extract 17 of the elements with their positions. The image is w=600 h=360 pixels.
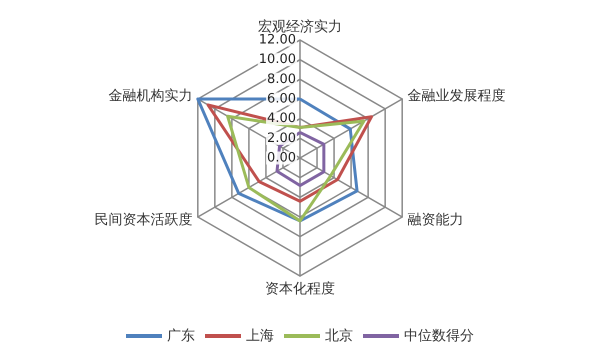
- spoke-label: 民间资本活跃度: [94, 212, 193, 228]
- y-tick-label: 8.00: [267, 72, 296, 87]
- spoke-label: 金融业发展程度: [407, 88, 506, 104]
- y-tick-label: 0.00: [267, 150, 296, 166]
- y-tick-label: 10.00: [258, 52, 296, 68]
- y-tick-label: 4.00: [267, 111, 296, 126]
- y-tick-label: 12.00: [258, 32, 296, 48]
- legend-label: 北京: [325, 328, 353, 344]
- spoke-label: 金融机构实力: [108, 88, 193, 104]
- legend-label: 广东: [167, 328, 195, 344]
- y-tick-label: 6.00: [267, 92, 296, 106]
- legend-label: 上海: [246, 328, 274, 344]
- legend-label: 中位数得分: [404, 328, 474, 344]
- spoke-label: 融资能力: [407, 212, 464, 228]
- spoke-label: 宏观经济实力: [258, 19, 342, 35]
- y-tick-label: 2.00: [267, 130, 296, 146]
- spoke-label: 资本化程度: [265, 281, 335, 297]
